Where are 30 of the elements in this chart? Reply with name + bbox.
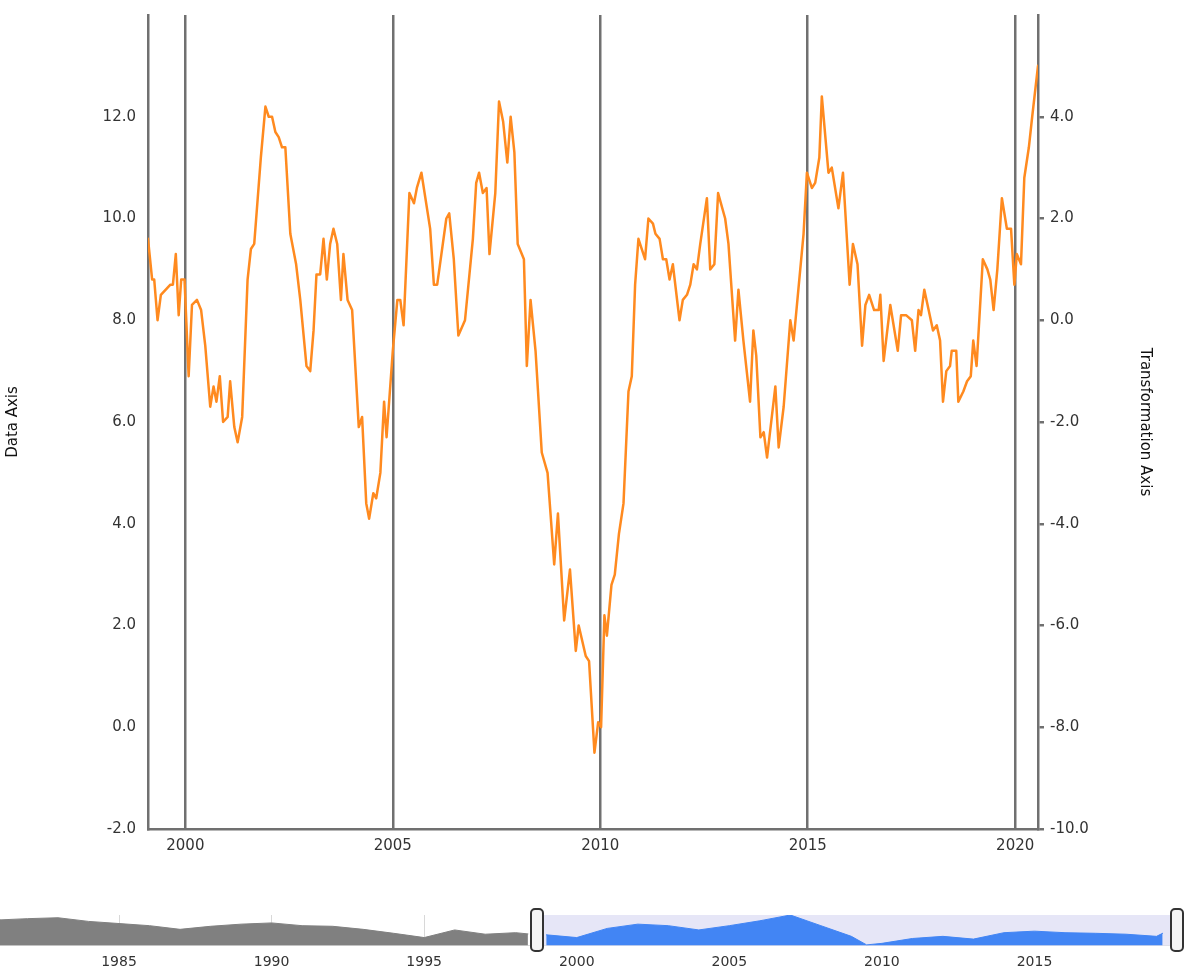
y-axis-title: Data Axis — [2, 385, 21, 458]
y2-tick-label: 4.0 — [1050, 106, 1074, 125]
x-tick-label: 2005 — [711, 952, 748, 969]
y-tick-label: 10.0 — [102, 208, 136, 227]
y2-tick-label: -10.0 — [1050, 818, 1089, 837]
y-tick-label: -2.0 — [106, 818, 136, 837]
x-tick-label: 2015 — [788, 835, 827, 854]
x-tick-label: 2010 — [581, 835, 620, 854]
x-tick-label: 2020 — [996, 835, 1035, 854]
y2-tick-label: -2.0 — [1050, 411, 1080, 430]
y-tick-label: 12.0 — [102, 106, 136, 125]
x-tick-label: 2005 — [373, 835, 412, 854]
x-tick-label: 1985 — [101, 952, 137, 969]
x-tick-label: 2000 — [558, 952, 595, 969]
y2-tick-label: -6.0 — [1050, 615, 1080, 634]
x-tick-label: 2015 — [1016, 952, 1053, 969]
y2-tick-label: -4.0 — [1050, 513, 1080, 532]
y2-tick-label: 2.0 — [1050, 208, 1074, 227]
y-tick-label: 0.0 — [112, 717, 136, 736]
y-tick-label: 2.0 — [112, 615, 136, 634]
x-tick-label: 2010 — [864, 952, 900, 969]
x-tick-label: 1990 — [253, 952, 290, 969]
y2-tick-label: 0.0 — [1050, 310, 1074, 329]
y2-tick-label: -8.0 — [1050, 717, 1080, 736]
x-tick-label: 1995 — [406, 952, 442, 969]
y-tick-label: 6.0 — [112, 411, 136, 430]
x-tick-label: 2000 — [166, 835, 205, 854]
y2-axis-title: Transformation Axis — [1137, 346, 1156, 497]
y-tick-label: 8.0 — [112, 310, 136, 329]
y-tick-label: 4.0 — [112, 513, 136, 532]
